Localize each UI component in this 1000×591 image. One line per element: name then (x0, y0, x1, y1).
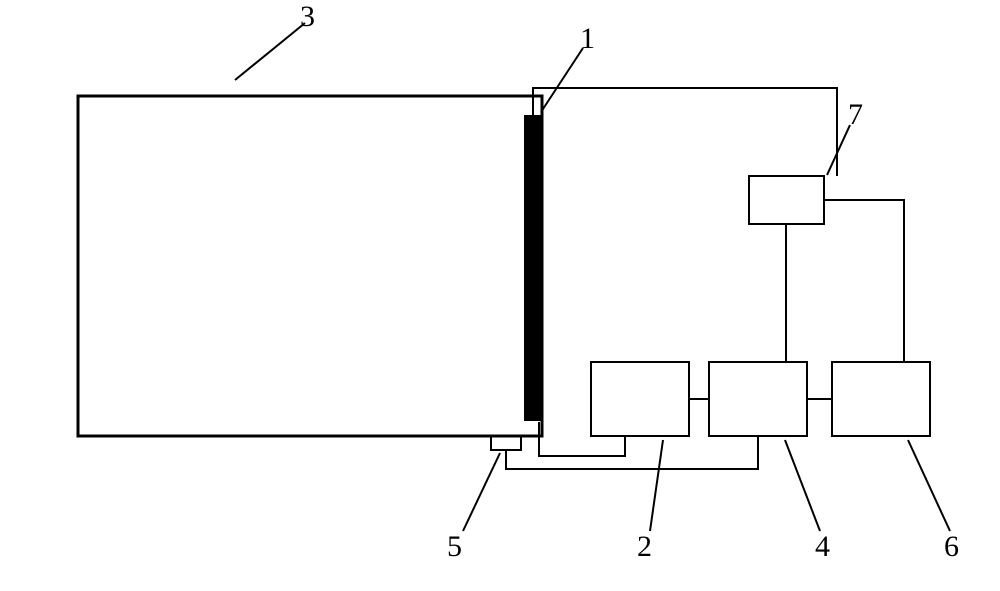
label-4: 4 (815, 530, 830, 564)
label-1: 1 (580, 22, 595, 56)
label-5: 5 (447, 530, 462, 564)
label-2: 2 (637, 530, 652, 564)
label-3: 3 (300, 0, 315, 34)
diagram-canvas (0, 0, 1000, 591)
label-7: 7 (848, 98, 863, 132)
label-6: 6 (944, 530, 959, 564)
